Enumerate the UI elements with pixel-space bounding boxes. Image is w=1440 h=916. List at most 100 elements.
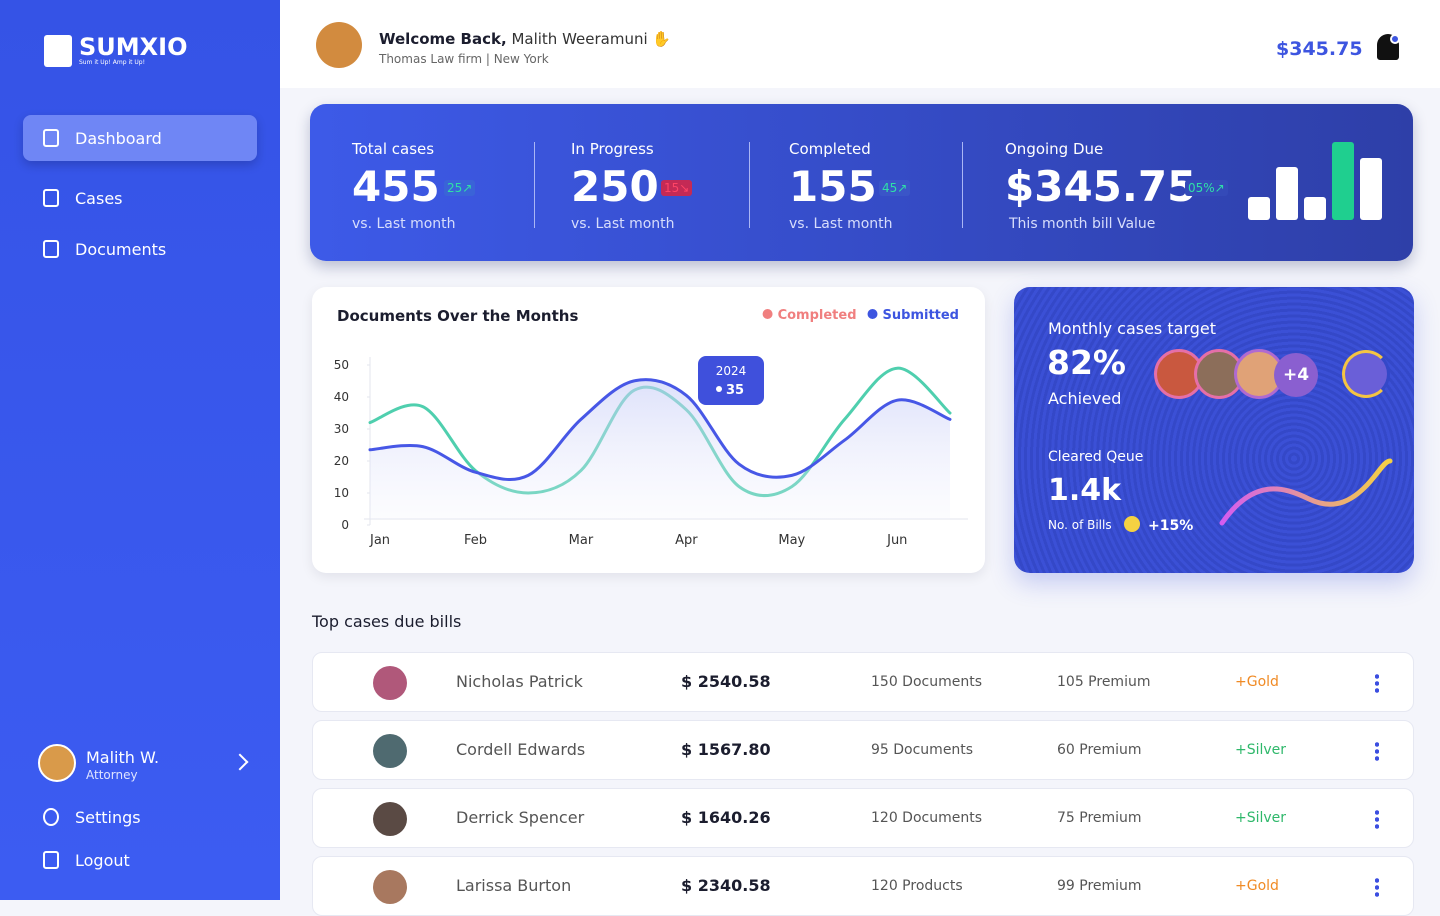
y-tick-label: 0 xyxy=(341,518,349,532)
nav-item[interactable]: Dashboard xyxy=(23,115,257,161)
premium: 75 Premium xyxy=(1057,810,1142,826)
chart-title: Documents Over the Months xyxy=(337,307,578,325)
stats-card: Total cases 455 25↗ vs. Last month In Progr… xyxy=(310,104,1413,261)
series-line xyxy=(368,378,952,482)
tooltip-value: 35 xyxy=(726,383,744,398)
premium: 99 Premium xyxy=(1057,878,1142,894)
greeting-name: Malith Weeramuni xyxy=(511,30,648,48)
stat-badge: 05%↗ xyxy=(1185,180,1228,196)
row-avatar xyxy=(373,666,407,700)
legend-dot xyxy=(867,309,878,319)
amount: $ 2540.58 xyxy=(681,672,771,691)
queue-sparkline xyxy=(1219,458,1393,526)
table-row[interactable]: Larissa Burton $ 2340.58 120 Products 99 Pr… xyxy=(312,856,1414,916)
y-tick-label: 10 xyxy=(334,486,349,500)
change-icon xyxy=(1124,516,1140,532)
queue-title: Cleared Qeue xyxy=(1048,449,1144,465)
stat-value: $345.75 xyxy=(1005,162,1197,211)
row-menu[interactable] xyxy=(1375,809,1379,829)
row-menu[interactable] xyxy=(1375,741,1379,761)
y-tick-label: 40 xyxy=(334,390,349,404)
chart-card: Documents Over the Months Submitted Comple… xyxy=(312,287,985,573)
tier: +Gold xyxy=(1235,878,1279,894)
y-tick-label: 20 xyxy=(334,454,349,468)
wave-icon: ✋ xyxy=(652,30,672,48)
greeting: Welcome Back, xyxy=(379,30,507,48)
x-tick-label: Feb xyxy=(464,533,487,548)
row-avatar xyxy=(373,734,407,768)
stat-label: In Progress xyxy=(571,140,654,158)
stat-badge: 25↗ xyxy=(444,180,476,196)
stat-value: 155 xyxy=(789,162,877,211)
separator xyxy=(962,142,963,228)
stat-value: 455 xyxy=(352,162,440,211)
nav-label: Logout xyxy=(75,850,130,870)
row-avatar xyxy=(373,802,407,836)
x-tick-label: Jan xyxy=(369,533,390,548)
documents: 120 Products xyxy=(871,878,963,894)
table-row[interactable]: Cordell Edwards $ 1567.80 95 Documents 60 P… xyxy=(312,720,1414,780)
legend-label: Completed xyxy=(778,308,857,323)
client-name: Cordell Edwards xyxy=(456,740,586,759)
user-avatar xyxy=(38,744,76,782)
nav-label: Settings xyxy=(75,807,141,827)
sidebar: SUMXIO Sum it Up! Amp it Up! Dashboard C… xyxy=(0,0,280,900)
brand-name: SUMXIO xyxy=(79,33,188,61)
stat-label: Completed xyxy=(789,140,871,158)
header-subtitle: Thomas Law firm | New York xyxy=(379,52,549,66)
nav-label: Dashboard xyxy=(75,128,162,148)
legend-dot xyxy=(762,309,773,319)
target-title: Monthly cases target xyxy=(1048,319,1216,338)
row-avatar xyxy=(373,870,407,904)
y-tick-label: 30 xyxy=(334,422,349,436)
documents: 150 Documents xyxy=(871,674,982,690)
nav-label: Documents xyxy=(75,239,167,259)
nav-label: Cases xyxy=(75,188,123,208)
tier: +Gold xyxy=(1235,674,1279,690)
row-menu[interactable] xyxy=(1375,877,1379,897)
separator xyxy=(749,142,750,228)
target-card: Monthly cases target 82% Achieved +4 Cle… xyxy=(1014,287,1414,573)
stat-note: vs. Last month xyxy=(789,216,893,232)
logo-icon xyxy=(44,35,72,67)
queue-value: 1.4k xyxy=(1048,473,1122,508)
x-tick-label: May xyxy=(778,533,805,548)
greeting-line: Welcome Back, Malith Weeramuni ✋ xyxy=(379,30,671,48)
user-role: Attorney xyxy=(86,768,138,782)
stat-note: vs. Last month xyxy=(352,216,456,232)
premium: 105 Premium xyxy=(1057,674,1151,690)
separator xyxy=(534,142,535,228)
x-tick-label: Apr xyxy=(675,533,698,548)
nav-item[interactable]: Settings xyxy=(23,794,257,840)
nav-item[interactable]: Documents xyxy=(23,226,257,272)
tooltip-label: 2024 xyxy=(716,364,747,378)
client-name: Derrick Spencer xyxy=(456,808,585,827)
documents: 120 Documents xyxy=(871,810,982,826)
x-tick-label: Jun xyxy=(886,533,907,548)
balance: $345.75 xyxy=(1276,38,1363,60)
user-name: Malith W. xyxy=(86,748,160,767)
premium: 60 Premium xyxy=(1057,742,1142,758)
stat-badge: 45↗ xyxy=(879,180,911,196)
table-row[interactable]: Derrick Spencer $ 1640.26 120 Documents 75 … xyxy=(312,788,1414,848)
nav-item[interactable]: Cases xyxy=(23,175,257,221)
row-menu[interactable] xyxy=(1375,673,1379,693)
chart: Documents Over the Months Submitted Comple… xyxy=(334,307,968,548)
stat-badge: 15↘ xyxy=(661,180,693,196)
legend-label: Submitted xyxy=(883,308,959,323)
target-value: 82% xyxy=(1047,343,1126,382)
tooltip-dot xyxy=(716,386,722,392)
x-tick-label: Mar xyxy=(569,533,594,548)
table-row[interactable]: Nicholas Patrick $ 2540.58 150 Documents 10… xyxy=(312,652,1414,712)
expand-chevron[interactable] xyxy=(231,753,249,771)
nav-item[interactable]: Logout xyxy=(23,837,257,883)
stat-note: This month bill Value xyxy=(1009,216,1156,232)
bag-icon[interactable] xyxy=(1342,350,1390,398)
amount: $ 2340.58 xyxy=(681,876,771,895)
table-title: Top cases due bills xyxy=(312,612,462,631)
stat-label: Ongoing Due xyxy=(1005,140,1104,158)
tier: +Silver xyxy=(1235,810,1287,826)
bars-icon xyxy=(1248,142,1382,220)
stat-value: 250 xyxy=(571,162,659,211)
